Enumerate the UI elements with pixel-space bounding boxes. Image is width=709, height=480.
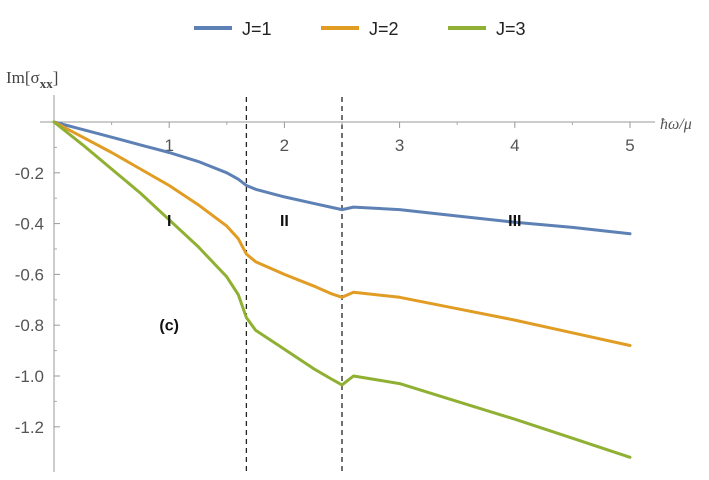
region-dividers <box>245 97 343 474</box>
legend-label: J=2 <box>369 19 399 39</box>
annotations: I II III(c) <box>159 213 521 334</box>
x-tick-label: 5 <box>625 136 634 155</box>
series-line-J2 <box>52 120 632 347</box>
y-tick-label: -0.2 <box>15 164 44 183</box>
y-tick-label: -0.6 <box>15 265 44 284</box>
annotation-label: (c) <box>159 317 179 334</box>
x-axis-title: ħω/μ <box>660 116 692 133</box>
y-axis-title-close: ] <box>53 68 59 87</box>
annotation-label: III <box>508 213 521 230</box>
y-axis-title: Im[σxx] <box>6 68 58 91</box>
series-line-J3 <box>52 120 632 459</box>
x-tick-label: 3 <box>395 136 404 155</box>
annotation-label: II <box>280 213 289 230</box>
y-tick-label: -0.4 <box>15 215 44 234</box>
y-axis-title-main: Im[σ <box>6 68 40 87</box>
axes: 1 2 3 4 5 -0.2 -0.4 -0.6 -0.8 -1.0 -1.2 Im[σxx] ħω/μ <box>6 68 692 472</box>
x-tick-label: 4 <box>510 136 519 155</box>
y-tick-label: -0.8 <box>15 316 44 335</box>
annotation-label: I <box>167 213 171 230</box>
y-axis-title-subscript: xx <box>40 76 54 91</box>
x-tick-label: 1 <box>164 136 173 155</box>
series-lines <box>52 120 632 459</box>
legend-label: J=1 <box>242 19 272 39</box>
x-tick-label: 2 <box>280 136 289 155</box>
legend-label: J=3 <box>496 19 526 39</box>
legend: J=1 J=2 J=3 <box>194 19 526 39</box>
y-tick-label: -1.0 <box>15 367 44 386</box>
y-tick-label: -1.2 <box>15 418 44 437</box>
series-line-J1 <box>52 120 632 236</box>
